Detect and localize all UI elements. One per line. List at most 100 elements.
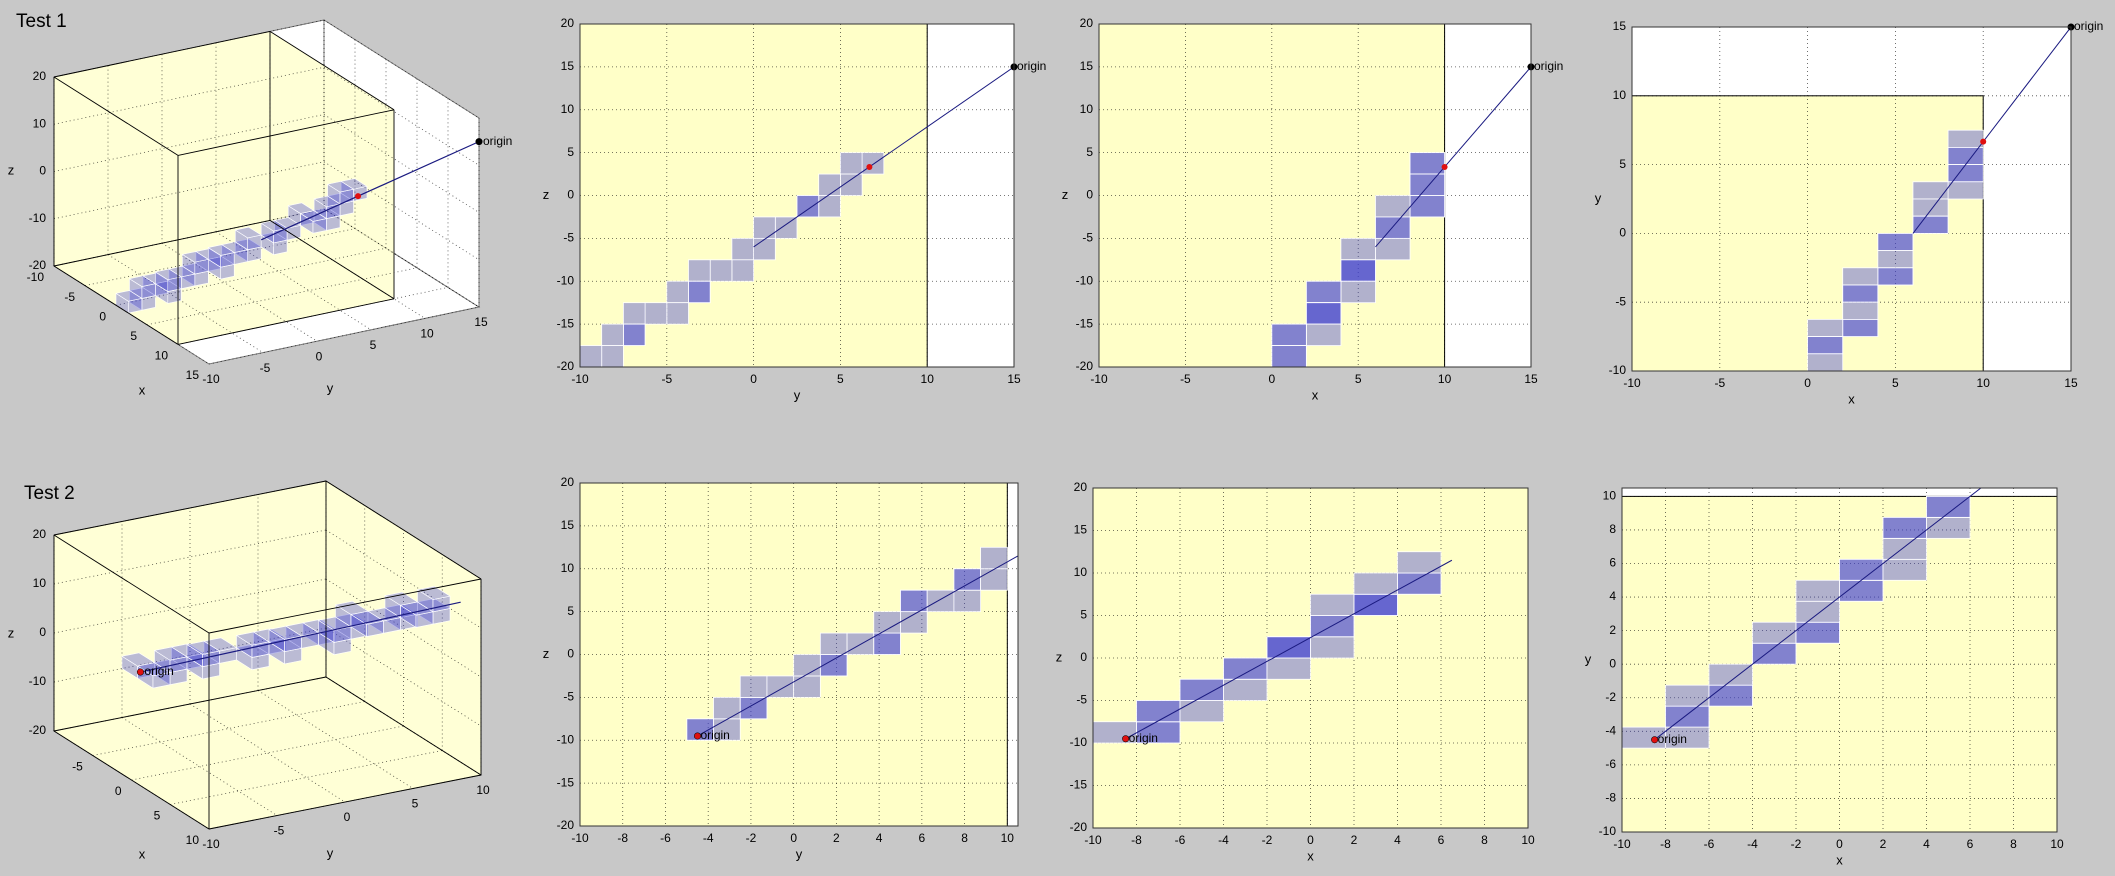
y-tick-label: -10 [1599, 824, 1617, 838]
voxel [1842, 318, 1879, 337]
voxel [980, 546, 1008, 570]
y-tick-label: -10 [202, 372, 220, 386]
box-edge [53, 76, 179, 156]
voxel [1807, 318, 1844, 337]
box-edge [53, 480, 327, 536]
x-axis-label: y [794, 387, 801, 402]
voxel [1795, 579, 1840, 602]
box-edge [269, 220, 395, 300]
box-edge [177, 298, 395, 345]
grid-line [107, 254, 264, 353]
voxel [666, 280, 689, 304]
x-tick-label: -5 [1714, 376, 1725, 390]
x-tick-label: 0 [1804, 376, 1811, 390]
x-tick-label: 15 [186, 368, 200, 382]
y-tick-label: -6 [1605, 757, 1616, 771]
x-tick-label: 5 [130, 329, 137, 343]
y-tick-label: -5 [274, 824, 285, 838]
voxel [1310, 636, 1355, 659]
y-tick-label: -15 [1076, 316, 1094, 330]
y-tick-label: 15 [561, 59, 575, 73]
voxel [1665, 705, 1710, 728]
chart-title: Test 2 [24, 483, 75, 504]
x-tick-label: -6 [660, 831, 671, 845]
x-tick-label: 10 [155, 349, 169, 363]
voxel [1310, 593, 1355, 616]
x-tick-label: 4 [1394, 833, 1401, 847]
y-tick-label: 5 [1080, 608, 1087, 622]
box-edge [208, 578, 482, 634]
y-tick-label: -15 [1070, 778, 1088, 792]
grid-line [53, 265, 210, 365]
plot-content [1093, 488, 1528, 828]
y-tick-label: 5 [567, 604, 574, 618]
y-tick-label: 5 [1086, 145, 1093, 159]
origin-label: origin [2074, 19, 2103, 33]
y-tick-label: 15 [1080, 59, 1094, 73]
y-tick-label: 0 [1080, 650, 1087, 664]
x-tick-label: 8 [1481, 833, 1488, 847]
hit-point [1122, 735, 1129, 742]
axes-2d: -10 -8 -6 -4 -2 0 2 4 6 8 10-20-15-10-505101520ori… [543, 475, 1019, 861]
grid-line [323, 19, 480, 119]
y-tick-label: -10 [557, 273, 575, 287]
z-tick-label: -10 [29, 211, 47, 225]
voxel [731, 259, 755, 282]
voxel [1912, 181, 1949, 200]
voxel [207, 244, 235, 268]
voxel [235, 631, 270, 658]
box-face [54, 220, 394, 345]
voxel [846, 632, 875, 655]
y-tick-label: 10 [561, 561, 575, 575]
voxel [1409, 173, 1446, 196]
plot-frame [1092, 487, 1529, 829]
box-edge [269, 31, 395, 111]
voxel [1340, 237, 1376, 261]
plot-content [580, 483, 1018, 826]
y-tick-label: -10 [1076, 273, 1094, 287]
axes-2d: -10 -8 -6 -4 -2 0 2 4 6 8 10-20-15-10-505101520ori… [1056, 480, 1535, 863]
y-tick-label: -2 [1605, 690, 1616, 704]
y-tick-label: -10 [1070, 735, 1088, 749]
plot-frame [1098, 23, 1532, 368]
voxel-face [268, 625, 303, 640]
voxel [1708, 684, 1753, 707]
voxel [285, 622, 320, 649]
voxel [953, 589, 982, 613]
y-tick-label: -10 [557, 732, 575, 746]
origin-point [475, 138, 483, 146]
y-tick-label: -15 [557, 775, 575, 789]
voxel [731, 237, 755, 261]
voxel [774, 216, 798, 239]
voxel [739, 696, 768, 720]
y-tick-label: -5 [1082, 231, 1093, 245]
voxel [1305, 302, 1342, 325]
hit-point [866, 163, 873, 170]
box-edge [53, 265, 179, 345]
x-tick-label: -8 [617, 831, 628, 845]
x-tick-label: -5 [72, 760, 83, 774]
voxel [181, 263, 210, 287]
x-tick-label: 8 [961, 831, 968, 845]
voxel [1795, 600, 1840, 623]
voxel [796, 195, 820, 218]
hit-point [137, 669, 144, 676]
y-tick-label: 20 [561, 16, 575, 30]
y-tick-label: -5 [563, 231, 574, 245]
box-edge [325, 480, 482, 580]
z-tick-label: 10 [33, 576, 47, 590]
x-tick-label: -4 [1747, 837, 1758, 851]
voxel [1223, 678, 1268, 701]
y-tick-label: 15 [474, 315, 488, 329]
voxel [818, 173, 841, 196]
hit-point [1651, 736, 1658, 743]
y-tick-label: -20 [1070, 820, 1088, 834]
y-tick-label: 0 [567, 647, 574, 661]
x-tick-label: -4 [703, 831, 714, 845]
x-tick-label: -10 [1084, 833, 1102, 847]
y-tick-label: 8 [1609, 522, 1616, 536]
x-tick-label: -5 [64, 290, 75, 304]
voxel [128, 287, 157, 311]
y-tick-label: -5 [1076, 693, 1087, 707]
